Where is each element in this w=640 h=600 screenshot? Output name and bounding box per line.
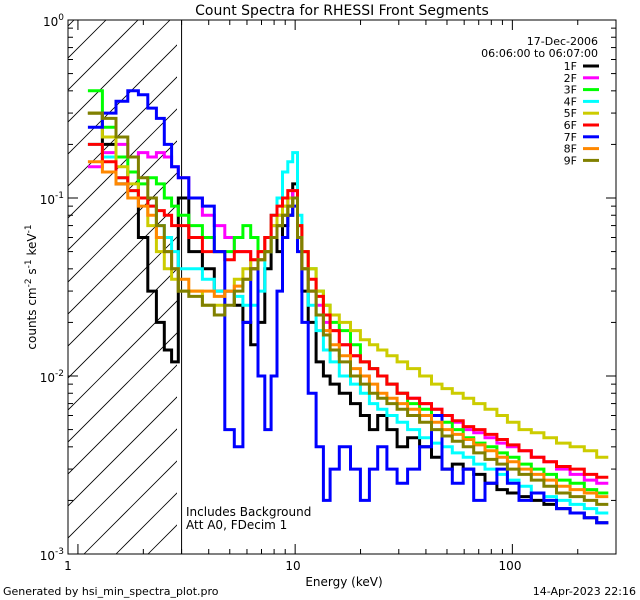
hatch-line [68, 172, 177, 283]
legend-label-6f: 6F [564, 119, 577, 132]
hatch-line [68, 20, 171, 123]
x-tick-label-10: 10 [285, 559, 300, 573]
y-tick-label-1e0: 100 [43, 13, 64, 29]
hatch-line [68, 108, 177, 219]
annotation-attenuator: Att A0, FDecim 1 [186, 518, 287, 532]
hatch-line [68, 20, 139, 91]
hatch-line [68, 140, 177, 251]
time-range-label: 06:06:00 to 06:07:00 [481, 47, 598, 60]
legend-label-3f: 3F [564, 84, 577, 97]
hatch-line [68, 364, 177, 475]
legend-label-5f: 5F [564, 107, 577, 120]
hatch-line [68, 236, 177, 347]
hatch-line [68, 428, 177, 539]
hatch-line [68, 20, 107, 59]
hatch-line [68, 204, 177, 315]
hatch-line [115, 492, 177, 554]
annotation-background: Includes Background [186, 505, 311, 519]
legend-label-1f: 1F [564, 60, 577, 73]
hatch-line [68, 20, 75, 27]
series-9f [87, 111, 609, 506]
hatch-line [68, 396, 177, 507]
hatch-line [68, 44, 177, 155]
series-7f [87, 89, 609, 525]
series-group [87, 89, 609, 525]
y-tick-label-1e-1: 10-1 [40, 191, 64, 207]
legend-label-7f: 7F [564, 131, 577, 144]
plot-frame [67, 19, 617, 555]
generated-by-label: Generated by hsi_min_spectra_plot.pro [3, 585, 219, 598]
chart-title: Count Spectra for RHESSI Front Segments [195, 3, 489, 19]
date-label: 17-Dec-2006 [527, 35, 598, 48]
legend-label-9f: 9F [564, 154, 577, 167]
axis-ticks [68, 19, 617, 555]
legend-label-4f: 4F [564, 95, 577, 108]
timestamp-label: 14-Apr-2023 22:16 [533, 585, 636, 598]
legend-label-2f: 2F [564, 72, 577, 85]
series-5f [87, 111, 609, 459]
series-6f [87, 142, 609, 479]
x-tick-label-100: 100 [499, 559, 522, 573]
series-1f [87, 111, 609, 525]
legend-label-8f: 8F [564, 143, 577, 156]
x-tick-label-1: 1 [64, 559, 72, 573]
hatch-line [83, 460, 177, 554]
y-axis-label: counts cm-2 s-1 keV-1 [24, 224, 39, 349]
x-axis-label: Energy (keV) [305, 575, 382, 589]
y-tick-label-1e-3: 10-3 [40, 547, 64, 563]
y-tick-label-1e-2: 10-2 [40, 369, 64, 385]
hatch-line [68, 76, 177, 187]
